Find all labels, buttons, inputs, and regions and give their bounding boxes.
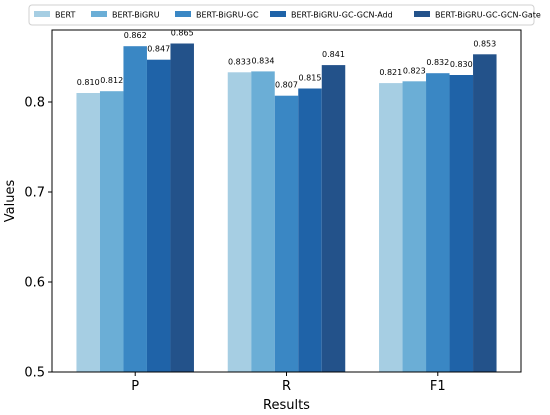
bar-p-series-3 [123, 46, 147, 372]
bar-f1-series-2 [402, 81, 427, 373]
legend-swatch [175, 11, 191, 17]
data-label: 0.841 [322, 50, 345, 59]
data-label: 0.812 [100, 76, 123, 85]
data-label: 0.862 [124, 31, 147, 40]
data-label: 0.815 [299, 74, 322, 83]
y-tick-label: 0.8 [24, 96, 45, 111]
legend-swatch [414, 11, 430, 17]
bar-f1-series-3 [426, 73, 450, 372]
y-tick-label: 0.5 [24, 366, 45, 381]
data-label: 0.847 [147, 45, 170, 54]
data-label: 0.832 [426, 58, 449, 67]
data-label: 0.865 [171, 29, 194, 38]
bar-f1-series-1 [379, 83, 403, 372]
legend-label: BERT-BiGRU-GC-GCN-Add [291, 11, 393, 20]
legend-label: BERT-BiGRU [112, 11, 160, 20]
legend-label: BERT-BiGRU-GC [196, 11, 259, 20]
x-tick-label: R [282, 379, 291, 394]
data-labels: 0.810 0.833 0.821 0.812 0.834 0.823 0.862 0.807… [77, 29, 496, 90]
data-label: 0.821 [379, 68, 402, 77]
bar-f1-series-4 [449, 75, 474, 372]
data-label: 0.810 [77, 78, 100, 87]
legend-swatch [34, 11, 50, 17]
y-tick-label: 0.6 [24, 276, 45, 291]
legend-label: BERT-BiGRU-GC-GCN-Gate [435, 11, 541, 20]
bar-r-series-2 [251, 71, 275, 373]
y-axis-title: Values [3, 180, 18, 223]
x-tick-label: F1 [430, 379, 446, 394]
data-label: 0.807 [275, 81, 298, 90]
data-label: 0.834 [252, 56, 275, 65]
legend-swatch [91, 11, 107, 17]
bar-f1-series-5 [473, 54, 497, 373]
data-label: 0.823 [403, 66, 426, 75]
data-label: 0.853 [473, 39, 496, 48]
chart-axes: 0.5 0.6 0.7 0.8 P R F1 [24, 29, 522, 394]
bar-r-series-3 [274, 95, 299, 372]
bar-r-series-5 [321, 65, 346, 372]
bar-p-series-1 [76, 93, 100, 372]
chart-legend: BERT BERT-BiGRU BERT-BiGRU-GC BERT-BiGRU-GC… [28, 4, 541, 26]
bar-r-series-1 [227, 72, 252, 373]
data-label: 0.833 [228, 57, 251, 66]
y-tick-label: 0.7 [24, 186, 45, 201]
legend-label: BERT [55, 11, 76, 20]
data-label: 0.830 [450, 60, 473, 69]
bar-p-series-2 [99, 91, 124, 372]
x-tick-label: P [131, 379, 139, 394]
legend-swatch [270, 11, 286, 17]
x-axis-title: Results [263, 398, 310, 413]
bar-marks [76, 43, 497, 373]
bar-p-series-5 [170, 43, 194, 372]
bar-r-series-4 [298, 88, 322, 372]
bar-p-series-4 [146, 59, 171, 372]
